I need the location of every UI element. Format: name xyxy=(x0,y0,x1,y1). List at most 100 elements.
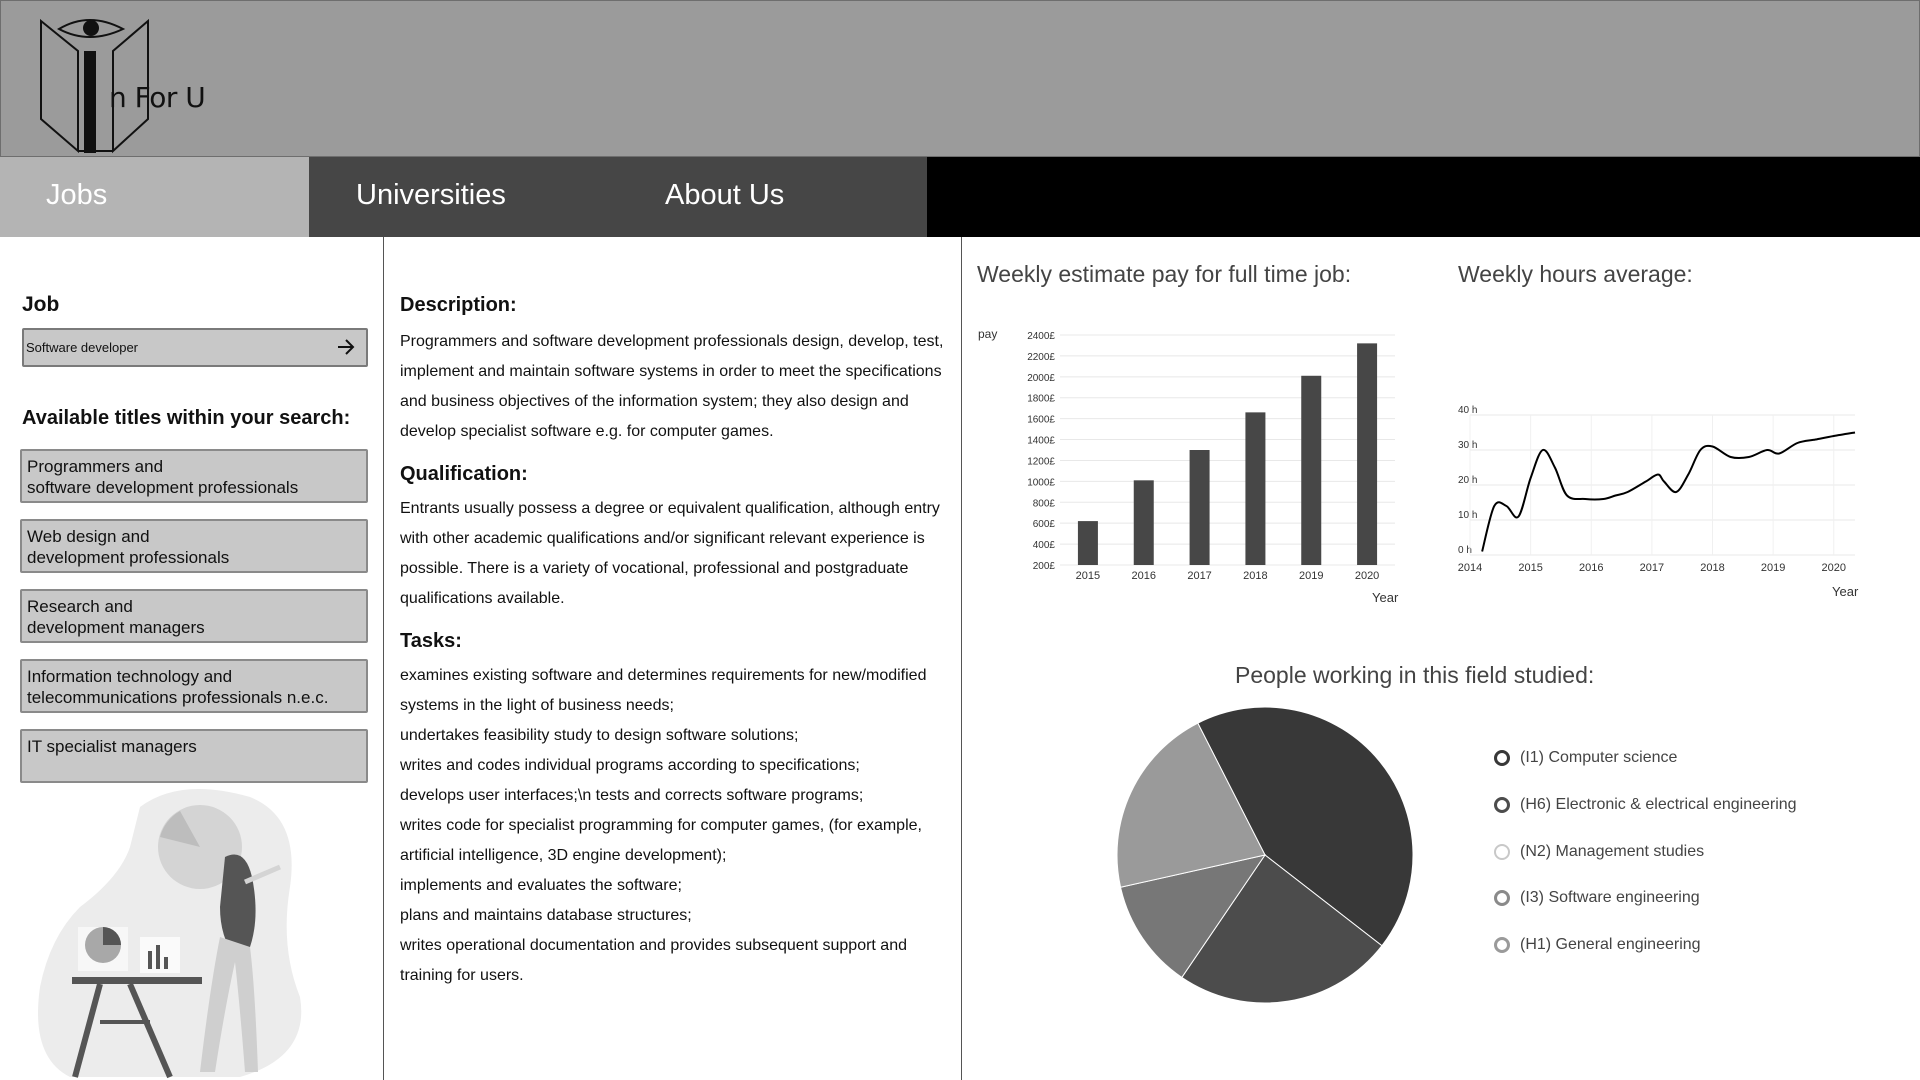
legend-label: (N2) Management studies xyxy=(1520,843,1705,860)
column-divider-right xyxy=(961,237,962,1080)
main-nav: Jobs Universities About Us xyxy=(0,157,1920,237)
x-tick-label: 2016 xyxy=(1132,570,1156,582)
available-titles-heading: Available titles within your search: xyxy=(22,407,351,429)
header-bar: n For U xyxy=(0,0,1920,157)
bar xyxy=(1357,343,1378,565)
tab-universities[interactable]: Universities xyxy=(356,179,506,211)
column-divider-left xyxy=(383,237,384,1080)
y-tick-label: 200£ xyxy=(1033,561,1056,572)
pie-slice xyxy=(1116,722,1266,888)
logo-text: n For U xyxy=(109,81,206,114)
y-tick-label: 10 h xyxy=(1458,510,1477,521)
bar xyxy=(1077,521,1098,565)
x-tick-label: 2020 xyxy=(1355,570,1379,582)
series-line xyxy=(1481,431,1856,552)
sidebar: Job Software developer Available titles … xyxy=(0,237,384,1080)
x-tick-label: 2017 xyxy=(1640,562,1664,574)
qualification-text: Entrants usually possess a degree or equ… xyxy=(400,500,940,607)
task-item: writes operational documentation and pro… xyxy=(400,937,907,984)
legend-radio-icon[interactable] xyxy=(1494,937,1510,953)
y-tick-label: 2000£ xyxy=(1027,373,1055,384)
tab-about-us[interactable]: About Us xyxy=(665,179,785,211)
pie-slice xyxy=(1119,854,1267,979)
legend-item[interactable]: (I3) Software engineering xyxy=(1494,888,1834,908)
x-tick-label: 2015 xyxy=(1518,562,1542,574)
y-tick-label: 1000£ xyxy=(1027,477,1055,488)
job-label: Job xyxy=(22,293,60,316)
qualification-heading: Qualification: xyxy=(400,463,528,485)
y-tick-label: 1800£ xyxy=(1027,394,1055,405)
nav-dark-band: Universities About Us xyxy=(309,157,927,237)
description-heading: Description: xyxy=(400,294,517,316)
pay-chart-title: Weekly estimate pay for full time job: xyxy=(977,261,1352,287)
pie-chart-title: People working in this field studied: xyxy=(1235,662,1595,688)
tab-jobs[interactable]: Jobs xyxy=(0,157,309,237)
legend-label: (I3) Software engineering xyxy=(1520,889,1700,906)
pie-slice xyxy=(1181,854,1383,1004)
logo-book-eye-icon[interactable] xyxy=(33,15,203,155)
tasks-heading: Tasks: xyxy=(400,630,462,652)
task-item: develops user interfaces;\n tests and co… xyxy=(400,787,864,804)
arrow-right-icon[interactable] xyxy=(336,337,356,357)
y-tick-label: 1600£ xyxy=(1027,415,1055,426)
bar xyxy=(1245,412,1266,565)
y-tick-label: 1400£ xyxy=(1027,436,1055,447)
y-tick-label: 40 h xyxy=(1458,405,1477,416)
y-tick-label: 2400£ xyxy=(1027,331,1055,342)
task-item: writes and codes individual programs acc… xyxy=(400,757,860,774)
legend-radio-icon[interactable] xyxy=(1494,797,1510,813)
bar xyxy=(1133,480,1154,565)
legend-item[interactable]: (H1) General engineering xyxy=(1494,935,1834,955)
title-option-web-design[interactable]: Web design and development professionals xyxy=(20,519,368,573)
tasks-list: examines existing software and determine… xyxy=(400,661,955,991)
x-tick-label: 2019 xyxy=(1299,570,1323,582)
x-tick-label: 2019 xyxy=(1761,562,1785,574)
description-text: Programmers and software development pro… xyxy=(400,333,944,440)
woman-with-charts-illustration xyxy=(38,789,302,1079)
job-search-value: Software developer xyxy=(26,340,139,355)
y-tick-label: 0 h xyxy=(1458,545,1472,556)
x-tick-label: 2018 xyxy=(1700,562,1724,574)
task-item: undertakes feasibility study to design s… xyxy=(400,727,799,744)
legend-radio-icon[interactable] xyxy=(1494,890,1510,906)
y-tick-label: 600£ xyxy=(1033,519,1056,530)
x-tick-label: 2017 xyxy=(1187,570,1211,582)
task-item: writes code for specialist programming f… xyxy=(400,817,922,864)
legend-radio-icon[interactable] xyxy=(1494,750,1510,766)
legend-item[interactable]: (H6) Electronic & electrical engineering xyxy=(1494,795,1834,815)
legend-label: (I1) Computer science xyxy=(1520,749,1678,766)
x-tick-label: 2018 xyxy=(1243,570,1267,582)
pie-slice xyxy=(1197,706,1414,947)
x-tick-label: 2020 xyxy=(1822,562,1846,574)
pay-bar-chart: pay 200£ 400£ 600£ 800£ 1000£ 1200£ 1400£ 1600£ 1… xyxy=(978,327,1399,605)
title-option-programmers[interactable]: Programmers and software development pro… xyxy=(20,449,368,503)
legend-label: (H6) Electronic & electrical engineering xyxy=(1520,796,1797,813)
y-tick-label: 30 h xyxy=(1458,440,1477,451)
title-option-it-managers[interactable]: IT specialist managers xyxy=(20,729,368,783)
y-tick-label: 400£ xyxy=(1033,540,1056,551)
x-axis-label: Year xyxy=(1832,584,1859,599)
legend-label: (H1) General engineering xyxy=(1520,936,1701,953)
job-details: Description: Programmers and software de… xyxy=(385,237,961,1080)
task-item: plans and maintains database structures; xyxy=(400,907,692,924)
legend-item[interactable]: (N2) Management studies xyxy=(1494,842,1834,862)
field-pie-chart xyxy=(1116,706,1414,1004)
x-axis-label: Year xyxy=(1372,590,1399,605)
x-tick-label: 2015 xyxy=(1076,570,1100,582)
bar xyxy=(1301,375,1322,565)
task-item: examines existing software and determine… xyxy=(400,667,927,714)
job-search-input[interactable]: Software developer xyxy=(22,328,368,367)
legend-radio-icon[interactable] xyxy=(1494,844,1510,860)
x-tick-label: 2014 xyxy=(1458,562,1482,574)
hours-line-chart: 0 h 10 h 20 h 30 h 40 h 2014 2015 2016 2017 2018 2… xyxy=(1458,405,1859,599)
task-item: implements and evaluates the software; xyxy=(400,877,682,894)
x-tick-label: 2016 xyxy=(1579,562,1603,574)
y-tick-label: 20 h xyxy=(1458,475,1477,486)
y-tick-label: 800£ xyxy=(1033,498,1056,509)
title-option-research-managers[interactable]: Research and development managers xyxy=(20,589,368,643)
title-option-it-professionals[interactable]: Information technology and telecommunica… xyxy=(20,659,368,713)
y-tick-label: 1200£ xyxy=(1027,456,1055,467)
bar xyxy=(1189,450,1210,565)
legend-item[interactable]: (I1) Computer science xyxy=(1494,748,1834,768)
y-tick-label: 2200£ xyxy=(1027,352,1055,363)
